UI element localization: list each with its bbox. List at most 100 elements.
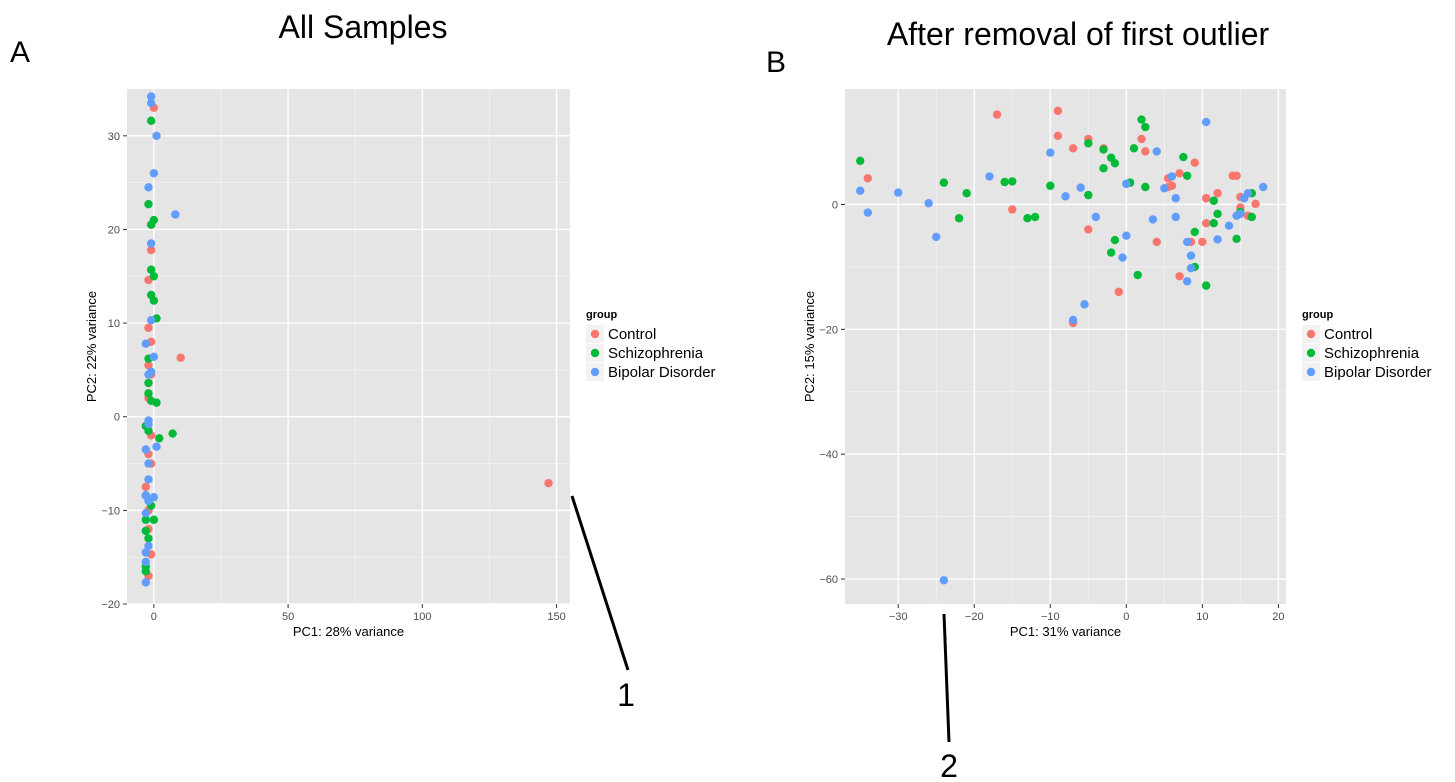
point-control bbox=[146, 245, 156, 255]
point-schizophrenia bbox=[1209, 196, 1218, 205]
point-schizophrenia bbox=[962, 189, 971, 198]
point-control bbox=[1232, 171, 1241, 180]
point-control bbox=[1190, 158, 1199, 167]
point-schizophrenia bbox=[168, 429, 177, 438]
legend-label-bipolar-disorder: Bipolar Disorder bbox=[608, 364, 716, 381]
point-schizophrenia bbox=[149, 272, 159, 281]
panel-b-x-axis-title: PC1: 31% variance bbox=[1010, 624, 1121, 639]
y-tick-label: −60 bbox=[819, 574, 838, 586]
panel-b-y-axis: −60 −40 −20 0 bbox=[819, 199, 845, 586]
point-schizophrenia bbox=[1133, 270, 1142, 280]
point-schizophrenia bbox=[1046, 181, 1055, 190]
panel-a-legend-title: group bbox=[586, 309, 617, 321]
point-schizophrenia bbox=[1137, 115, 1146, 124]
point-bipolar-disorder bbox=[1171, 194, 1180, 203]
panel-b-plot-area bbox=[845, 89, 1286, 604]
point-bipolar-disorder bbox=[932, 232, 941, 242]
point-bipolar-disorder bbox=[1258, 182, 1268, 192]
x-tick-label: −30 bbox=[889, 611, 908, 623]
point-schizophrenia bbox=[141, 515, 150, 524]
point-schizophrenia bbox=[1232, 234, 1241, 244]
panel-a-letter: A bbox=[10, 36, 30, 69]
point-bipolar-disorder bbox=[146, 92, 156, 101]
point-schizophrenia bbox=[1000, 177, 1009, 187]
point-control bbox=[1167, 181, 1177, 190]
point-bipolar-disorder bbox=[144, 183, 153, 192]
point-control bbox=[144, 361, 153, 370]
point-bipolar-disorder bbox=[141, 557, 150, 567]
point-bipolar-disorder bbox=[141, 508, 150, 518]
point-bipolar-disorder bbox=[856, 186, 865, 195]
point-bipolar-disorder bbox=[146, 239, 156, 248]
panel-b-points bbox=[856, 106, 1268, 585]
legend-swatch-control bbox=[1306, 329, 1316, 339]
point-bipolar-disorder bbox=[171, 210, 180, 219]
point-control bbox=[1175, 272, 1184, 281]
point-schizophrenia bbox=[149, 296, 159, 305]
point-control bbox=[1141, 147, 1150, 156]
point-bipolar-disorder bbox=[1201, 117, 1211, 127]
panel-a-title: All Samples bbox=[279, 9, 448, 45]
point-bipolar-disorder bbox=[144, 496, 153, 506]
y-tick-label: 0 bbox=[832, 199, 838, 211]
point-schizophrenia bbox=[149, 515, 159, 524]
legend-label-schizophrenia: Schizophrenia bbox=[1324, 345, 1420, 362]
x-tick-label: 0 bbox=[151, 611, 157, 623]
point-bipolar-disorder bbox=[1061, 192, 1070, 201]
point-bipolar-disorder bbox=[863, 208, 873, 217]
point-control bbox=[1008, 205, 1017, 214]
panel-a-x-axis-title: PC1: 28% variance bbox=[293, 624, 404, 639]
y-tick-label: 10 bbox=[108, 318, 120, 330]
panel-a-legend-item-control: Control bbox=[586, 325, 656, 343]
point-control bbox=[863, 174, 873, 183]
point-control bbox=[1198, 237, 1207, 247]
point-bipolar-disorder bbox=[152, 131, 161, 141]
legend-label-control: Control bbox=[1324, 326, 1372, 343]
point-bipolar-disorder bbox=[894, 188, 903, 197]
callout-2-label: 2 bbox=[940, 748, 958, 782]
point-schizophrenia bbox=[1008, 177, 1017, 186]
point-bipolar-disorder bbox=[924, 199, 933, 208]
point-schizophrenia bbox=[1201, 281, 1211, 290]
point-control bbox=[1175, 169, 1184, 178]
panel-b-letter: B bbox=[766, 46, 786, 79]
point-schizophrenia bbox=[1099, 164, 1108, 173]
point-bipolar-disorder bbox=[144, 475, 153, 484]
panel-b-legend: group Control Schizophrenia Bipolar Diso… bbox=[1302, 309, 1432, 381]
point-control bbox=[1068, 144, 1078, 153]
panel-b-grid bbox=[845, 89, 1286, 604]
point-control bbox=[1201, 219, 1211, 228]
point-schizophrenia bbox=[1129, 144, 1139, 153]
point-control bbox=[144, 323, 153, 332]
point-schizophrenia bbox=[1084, 190, 1093, 200]
panel-b: B After removal of first outlier −30 −20−… bbox=[766, 16, 1432, 782]
panel-a-legend: group Control Schizophrenia Bipolar Diso… bbox=[586, 309, 716, 381]
panel-b-legend-title: group bbox=[1302, 309, 1333, 321]
y-tick-label: 0 bbox=[114, 412, 120, 424]
point-bipolar-disorder bbox=[1236, 209, 1245, 219]
point-bipolar-disorder bbox=[1076, 183, 1085, 192]
point-schizophrenia bbox=[1110, 159, 1120, 168]
point-schizophrenia bbox=[144, 389, 153, 398]
point-bipolar-disorder bbox=[1160, 184, 1169, 193]
point-control bbox=[1201, 194, 1211, 203]
point-schizophrenia bbox=[1030, 212, 1040, 222]
point-bipolar-disorder bbox=[939, 576, 949, 585]
x-tick-label: 100 bbox=[413, 611, 431, 623]
point-control bbox=[1084, 225, 1093, 234]
point-control bbox=[1251, 199, 1260, 209]
point-bipolar-disorder bbox=[149, 352, 159, 361]
point-bipolar-disorder bbox=[1224, 221, 1234, 230]
x-tick-label: 20 bbox=[1272, 611, 1284, 623]
x-tick-label: 150 bbox=[547, 611, 565, 623]
point-schizophrenia bbox=[1213, 209, 1222, 219]
callout-1-pointer bbox=[570, 495, 630, 671]
point-control bbox=[1114, 287, 1123, 297]
panel-b-legend-item-bipolar-disorder: Bipolar Disorder bbox=[1302, 363, 1432, 381]
point-bipolar-disorder bbox=[1122, 179, 1131, 189]
panel-a-y-axis: −20 −10 0 10 20 30 bbox=[101, 131, 127, 611]
point-bipolar-disorder bbox=[1148, 215, 1158, 224]
point-bipolar-disorder bbox=[1182, 237, 1192, 247]
point-schizophrenia bbox=[155, 434, 164, 443]
